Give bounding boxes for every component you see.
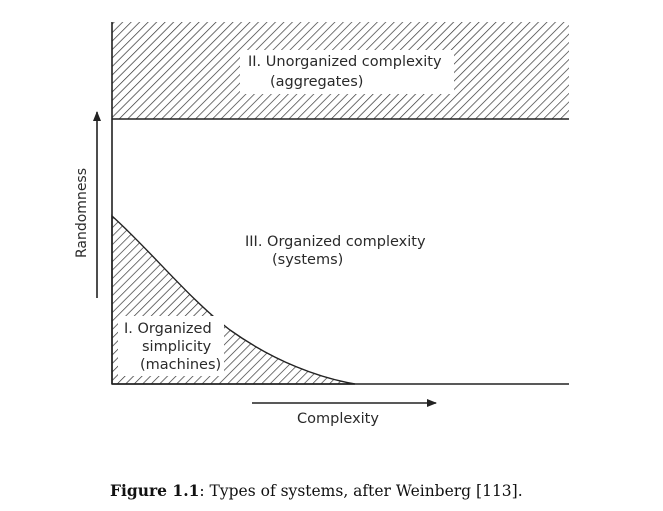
organized-complexity-title: III. Organized complexity — [245, 234, 426, 250]
organized-simplicity-title: I. Organized — [124, 321, 212, 337]
organized-simplicity-line3: (machines) — [140, 357, 221, 373]
unorganized-complexity-label-box — [240, 50, 454, 94]
randomness-axis-label: Randomness — [74, 168, 90, 258]
figure-caption-text: : Types of systems, after Weinberg [113]… — [199, 482, 522, 500]
organized-complexity-subtitle: (systems) — [272, 252, 343, 268]
figure-number: Figure 1.1 — [110, 481, 199, 500]
organized-simplicity-label-box — [118, 316, 224, 376]
unorganized-complexity-subtitle: (aggregates) — [270, 74, 363, 90]
figure-caption: Figure 1.1: Types of systems, after Wein… — [110, 481, 523, 500]
organized-simplicity-line2: simplicity — [142, 339, 212, 355]
complexity-axis-label: Complexity — [297, 411, 379, 427]
unorganized-complexity-title: II. Unorganized complexity — [248, 54, 442, 70]
